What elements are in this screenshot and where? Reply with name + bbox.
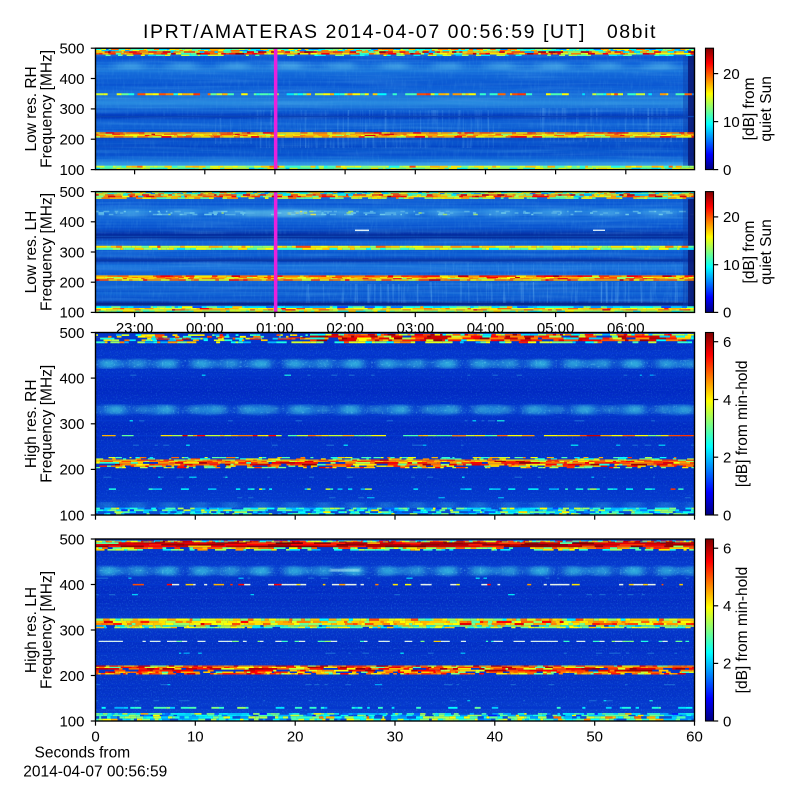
svg-text:2: 2 [723, 656, 731, 673]
svg-text:6: 6 [723, 541, 731, 558]
svg-text:300: 300 [59, 622, 84, 639]
svg-text:[dB] from min-hold: [dB] from min-hold [734, 360, 751, 487]
svg-text:4: 4 [723, 392, 731, 409]
svg-text:500: 500 [59, 325, 84, 342]
svg-text:Frequency [MHz]: Frequency [MHz] [39, 365, 56, 483]
svg-text:100: 100 [59, 713, 84, 730]
svg-text:2014-04-07 00:56:59: 2014-04-07 00:56:59 [23, 764, 167, 781]
svg-text:300: 300 [59, 244, 84, 261]
svg-text:23:00: 23:00 [116, 320, 154, 337]
svg-text:10: 10 [723, 257, 740, 274]
svg-text:Seconds from: Seconds from [35, 745, 131, 762]
svg-text:[dB] from: [dB] from [741, 77, 758, 140]
svg-text:500: 500 [59, 184, 84, 201]
svg-text:00:00: 00:00 [186, 320, 224, 337]
svg-text:04:00: 04:00 [467, 320, 505, 337]
svg-text:100: 100 [59, 507, 84, 524]
svg-text:Low res. LH: Low res. LH [23, 211, 40, 294]
svg-text:Frequency [MHz]: Frequency [MHz] [39, 571, 56, 689]
svg-text:06:00: 06:00 [607, 320, 645, 337]
svg-text:01:00: 01:00 [256, 320, 294, 337]
svg-text:0: 0 [723, 305, 731, 322]
svg-text:20: 20 [287, 729, 304, 746]
svg-text:60: 60 [686, 729, 703, 746]
svg-text:Frequency [MHz]: Frequency [MHz] [39, 193, 56, 311]
svg-text:40: 40 [486, 729, 503, 746]
svg-text:0: 0 [91, 729, 99, 746]
svg-text:4: 4 [723, 598, 731, 615]
svg-text:100: 100 [59, 305, 84, 322]
svg-text:200: 200 [59, 462, 84, 479]
svg-text:300: 300 [59, 101, 84, 118]
svg-text:quiet Sun: quiet Sun [758, 219, 775, 285]
svg-text:400: 400 [59, 370, 84, 387]
svg-text:10: 10 [187, 729, 204, 746]
svg-text:300: 300 [59, 416, 84, 433]
svg-text:200: 200 [59, 668, 84, 685]
svg-text:05:00: 05:00 [537, 320, 575, 337]
svg-text:03:00: 03:00 [397, 320, 435, 337]
svg-text:0: 0 [723, 507, 731, 524]
svg-text:400: 400 [59, 214, 84, 231]
svg-text:30: 30 [387, 729, 404, 746]
svg-text:[dB] from: [dB] from [741, 221, 758, 284]
svg-text:20: 20 [723, 66, 740, 83]
svg-text:[dB] from min-hold: [dB] from min-hold [734, 567, 751, 694]
svg-text:400: 400 [59, 71, 84, 88]
svg-text:High res. LH: High res. LH [23, 587, 40, 673]
svg-text:100: 100 [59, 162, 84, 179]
svg-text:0: 0 [723, 162, 731, 179]
svg-text:50: 50 [586, 729, 603, 746]
svg-text:Frequency [MHz]: Frequency [MHz] [39, 50, 56, 168]
svg-text:200: 200 [59, 132, 84, 149]
svg-text:quiet Sun: quiet Sun [758, 76, 775, 141]
svg-text:6: 6 [723, 334, 731, 351]
svg-text:20: 20 [723, 209, 740, 226]
svg-text:2: 2 [723, 450, 731, 467]
svg-text:02:00: 02:00 [326, 320, 364, 337]
svg-text:200: 200 [59, 275, 84, 292]
svg-text:400: 400 [59, 577, 84, 594]
svg-text:10: 10 [723, 114, 740, 131]
svg-text:0: 0 [723, 713, 731, 730]
svg-text:500: 500 [59, 531, 84, 548]
svg-text:500: 500 [59, 41, 84, 58]
svg-text:High res. RH: High res. RH [23, 379, 40, 468]
svg-text:IPRT/AMATERAS 2014-04-07 00:56: IPRT/AMATERAS 2014-04-07 00:56:59 [UT] 0… [143, 21, 657, 43]
svg-text:Low res. RH: Low res. RH [23, 66, 40, 151]
